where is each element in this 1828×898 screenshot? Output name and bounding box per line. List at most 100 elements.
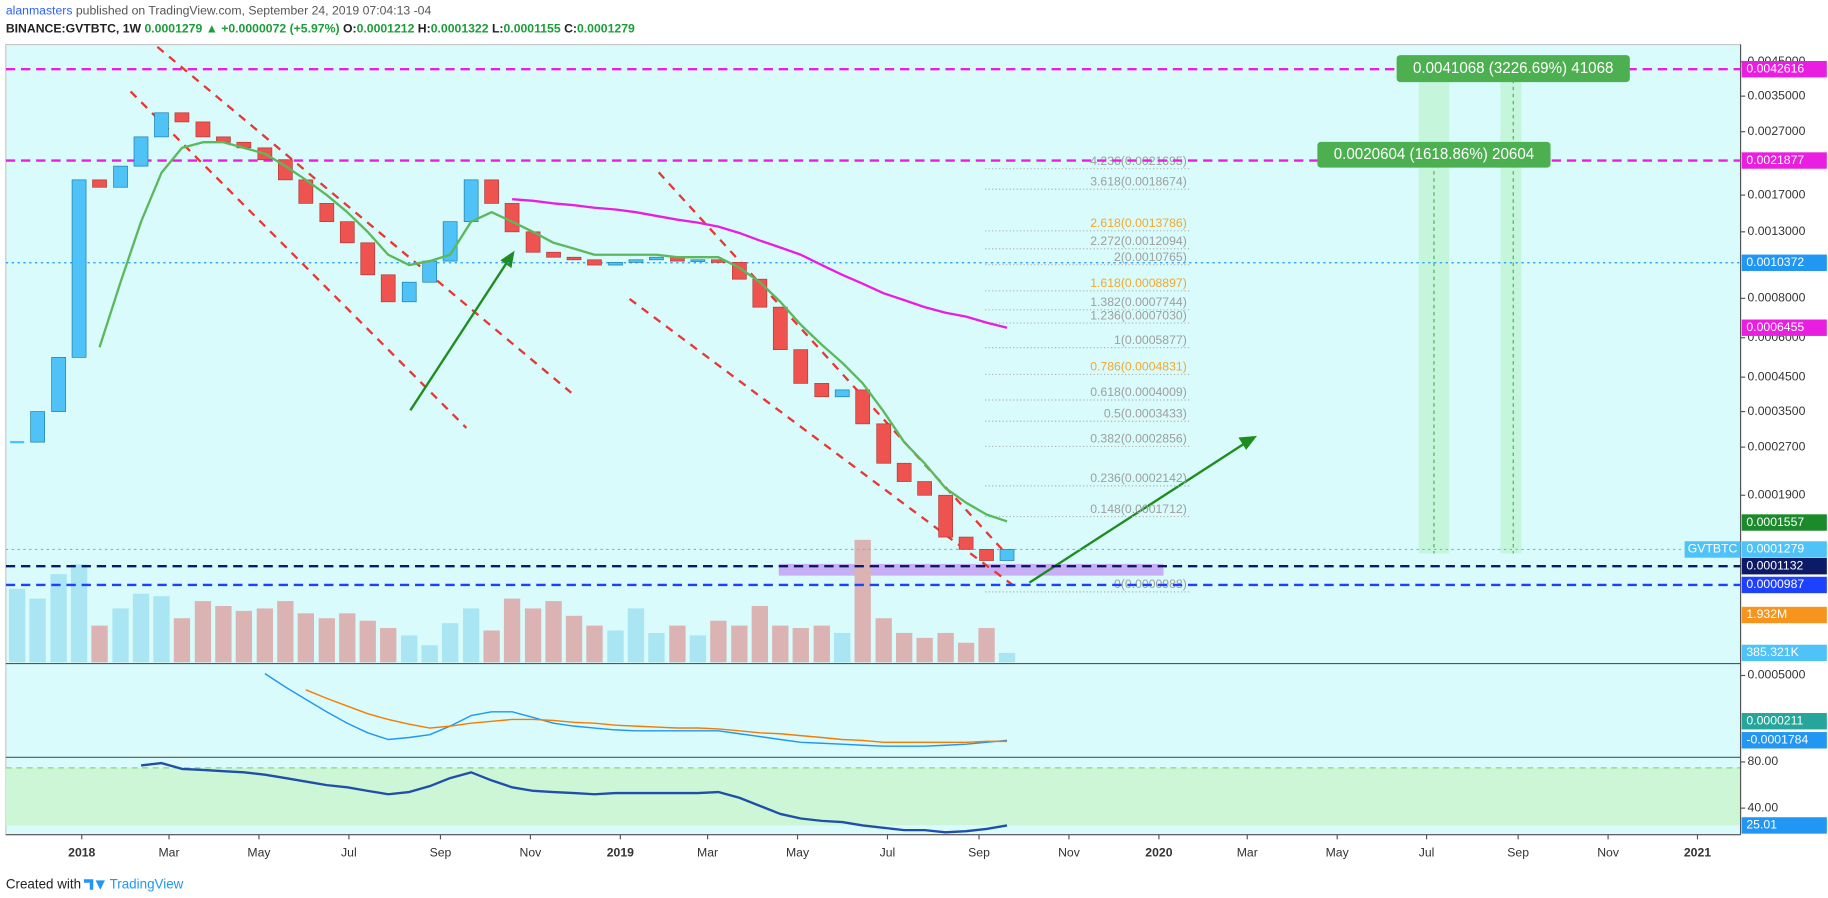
rsi-line (140, 761, 1008, 834)
volume-bar (957, 642, 975, 663)
y-tick-label: 0.0027000 (1748, 124, 1806, 138)
ohlc-value: 0.0001322 (431, 22, 489, 36)
x-tick-label: Mar (697, 846, 718, 860)
x-tick-label: Nov (1058, 846, 1081, 860)
volume-bar (441, 623, 459, 663)
volume-bar (380, 628, 397, 663)
x-tick-label: May (1326, 846, 1350, 860)
price-label-box (1741, 514, 1827, 531)
volume-bar (277, 601, 294, 663)
price-label: 0.0042616 (1746, 61, 1804, 75)
ohlc-key: H: (418, 22, 431, 36)
ma-line (512, 198, 1008, 329)
candle (958, 536, 974, 550)
volume-bar (937, 632, 954, 663)
price-label-box (1741, 606, 1827, 624)
volume-bar (731, 625, 748, 663)
candle (51, 356, 66, 412)
price-label-box (1741, 817, 1827, 834)
y-tick-label: 0.0001900 (1748, 487, 1806, 501)
y-tick-label: 0.0013000 (1748, 224, 1806, 238)
volume-bar (648, 632, 665, 663)
volume-bar (565, 615, 583, 663)
price-label: 0.0021877 (1746, 153, 1804, 167)
x-tick-label: Sep (968, 846, 990, 860)
volume-bar (710, 620, 727, 663)
volume-bar (8, 588, 26, 663)
arrows (409, 250, 1257, 584)
x-tick-label: 2021 (1684, 846, 1711, 860)
price-label-box (1741, 557, 1827, 575)
fib-label: 2.272(0.0012094) (1090, 234, 1187, 248)
price-label: 0.0001132 (1746, 558, 1803, 572)
volume-bar (834, 632, 851, 663)
candle (855, 389, 871, 425)
ohlc-key: L: (492, 22, 504, 36)
price-label-box (1741, 60, 1827, 78)
support-zone (778, 563, 1164, 576)
candle (92, 179, 107, 188)
volume-bar (235, 610, 253, 663)
candle (608, 262, 623, 266)
candle (814, 383, 830, 398)
volume-bar (503, 598, 521, 663)
volume-bar (875, 618, 892, 663)
candle (154, 112, 169, 138)
volume-bar (339, 613, 356, 663)
volume-bar (607, 630, 624, 663)
change: ▲ +0.0000072 (+5.97%) (206, 22, 340, 36)
volume-bar (132, 593, 150, 663)
x-tick-label: 2020 (1145, 846, 1172, 860)
candle (319, 203, 335, 223)
y-tick-label: 0.0004500 (1748, 369, 1806, 383)
volume-bar (215, 605, 232, 663)
candle (566, 256, 582, 261)
y-tick-label: 0.0002700 (1748, 439, 1806, 453)
volume-bar (153, 596, 170, 663)
ohlc-key: O: (343, 22, 357, 36)
volume-bar (462, 608, 480, 663)
y-tick-label: 0.0005000 (1748, 668, 1806, 682)
x-tick-label: Jul (1419, 846, 1435, 860)
x-tick-label: 2018 (68, 846, 95, 860)
candle (195, 121, 211, 138)
projection-label: 0.0020604 (1618.86%) 20604 (1334, 146, 1534, 163)
ohlc-value: 0.0001279 (577, 22, 635, 36)
candle (690, 259, 706, 262)
candle (834, 389, 850, 398)
x-tick-label: 2019 (607, 846, 634, 860)
candle (71, 179, 87, 358)
x-tick-label: Mar (158, 846, 179, 860)
volume-bar (751, 605, 768, 663)
price-label: 25.01 (1746, 818, 1777, 832)
fib-label: 0.148(0.0001712) (1090, 502, 1187, 516)
footer-brand: TradingView (110, 877, 184, 892)
y-tick-label: 80.00 (1748, 754, 1779, 768)
fib-label: 1.382(0.0007744) (1090, 295, 1187, 309)
price-label-box (1741, 254, 1827, 271)
y-tick-label: 0.0003500 (1748, 404, 1806, 418)
x-tick-label: Sep (1507, 846, 1529, 860)
fib-label: 2.618(0.0013786) (1090, 216, 1187, 230)
price-label-box (1741, 319, 1827, 336)
x-tick-label: May (786, 846, 810, 860)
symbol-tag: GVTBTC (1688, 542, 1738, 556)
fib-label: 2(0.0010765) (1114, 250, 1187, 264)
fib-label: 1.618(0.0008897) (1090, 276, 1187, 290)
projection-label: 0.0041068 (3226.69%) 41068 (1413, 60, 1613, 77)
volume-bar (998, 652, 1016, 663)
candle (380, 274, 396, 303)
footer-created: Created with (6, 877, 81, 892)
y-tick-label: 0.0035000 (1748, 88, 1806, 102)
volume-bar (29, 598, 46, 663)
y-tick-label: 0.0017000 (1748, 187, 1806, 201)
candle (422, 260, 438, 283)
symbol-tag-box (1684, 541, 1741, 558)
candle (917, 481, 932, 496)
macd-line (264, 673, 1008, 747)
main-pane: 4.236(0.0021695) 3.618(0.0018674) 2.618(0.… (5, 68, 1741, 663)
fib-label: 1.236(0.0007030) (1090, 308, 1187, 322)
price-label: 0.0010372 (1746, 255, 1804, 269)
fib-label: 1(0.0005877) (1114, 333, 1187, 347)
x-tick-label: Mar (1237, 846, 1258, 860)
